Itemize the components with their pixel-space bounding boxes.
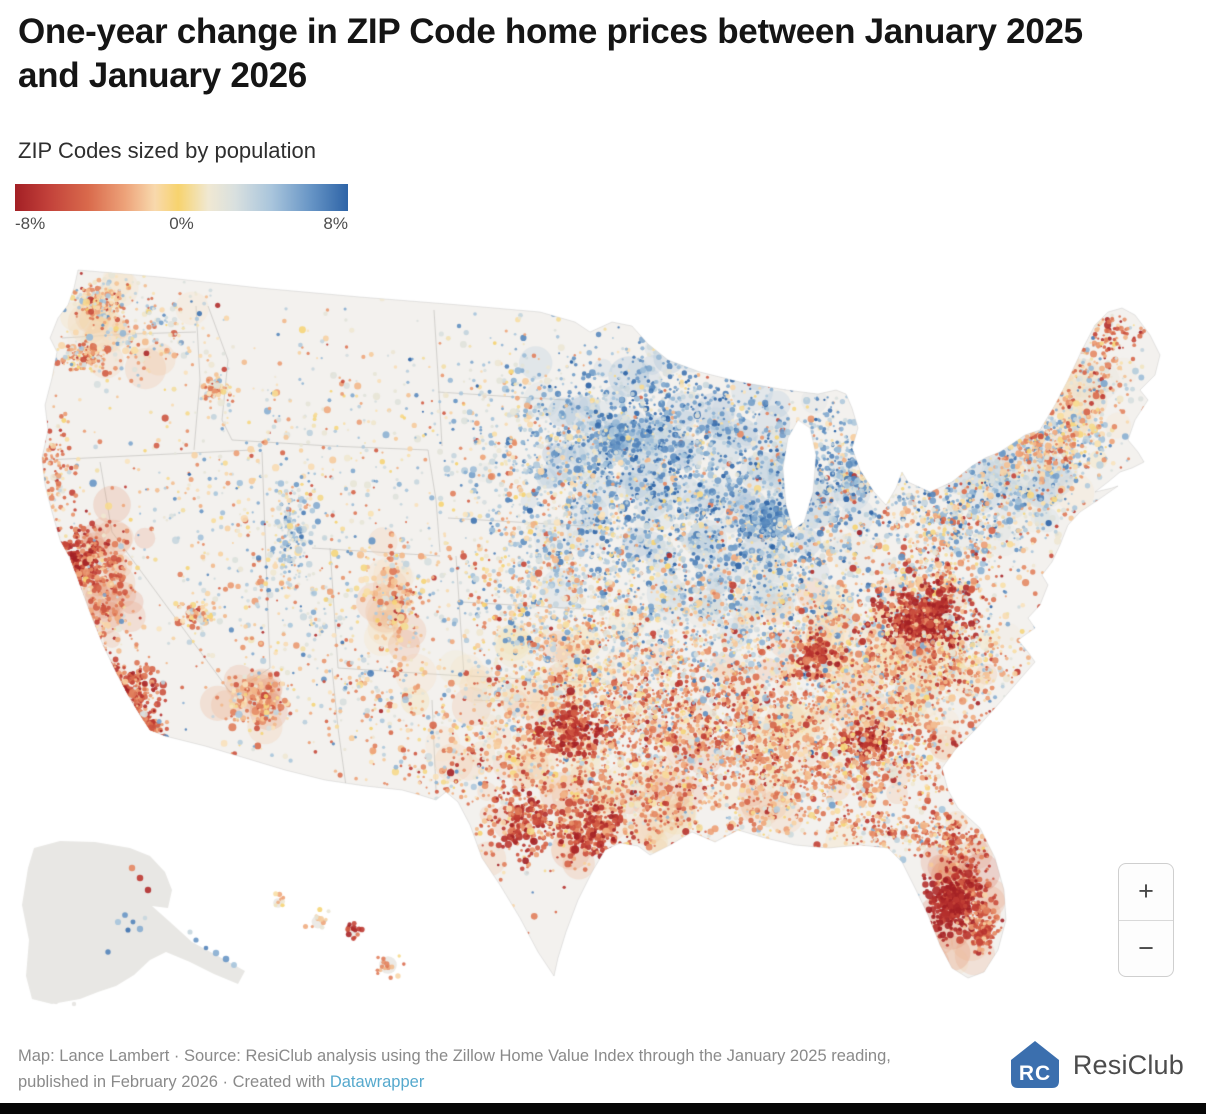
zoom-out-button[interactable]: −: [1119, 921, 1173, 977]
legend-gradient-bar: [15, 184, 348, 211]
legend-labels: -8% 0% 8%: [15, 214, 348, 238]
resiclub-logo-mark: RC: [1010, 1041, 1059, 1088]
attribution-text: Map: Lance Lambert · Source: ResiClub an…: [18, 1047, 891, 1091]
zoom-controls-divider: [1119, 919, 1173, 921]
resiclub-logo-text: ResiClub: [1072, 1049, 1184, 1080]
svg-text:RC: RC: [1019, 1062, 1051, 1085]
datawrapper-link[interactable]: Datawrapper: [329, 1072, 425, 1091]
resiclub-logo: RC ResiClub: [1007, 1038, 1184, 1092]
zoom-in-button[interactable]: +: [1119, 864, 1173, 920]
map-zoom-controls: + −: [1118, 863, 1174, 977]
subtitle: ZIP Codes sized by population: [18, 138, 316, 163]
attribution-footer: Map: Lance Lambert · Source: ResiClub an…: [18, 1044, 953, 1095]
page-title: One-year change in ZIP Code home prices …: [18, 12, 1083, 96]
bottom-black-bar: [0, 1103, 1206, 1114]
legend-max-label: 8%: [323, 214, 348, 233]
us-dot-map[interactable]: [0, 245, 1206, 1025]
color-legend: -8% 0% 8%: [15, 184, 348, 238]
legend-min-label: -8%: [15, 214, 46, 233]
legend-mid-label: 0%: [169, 214, 194, 233]
